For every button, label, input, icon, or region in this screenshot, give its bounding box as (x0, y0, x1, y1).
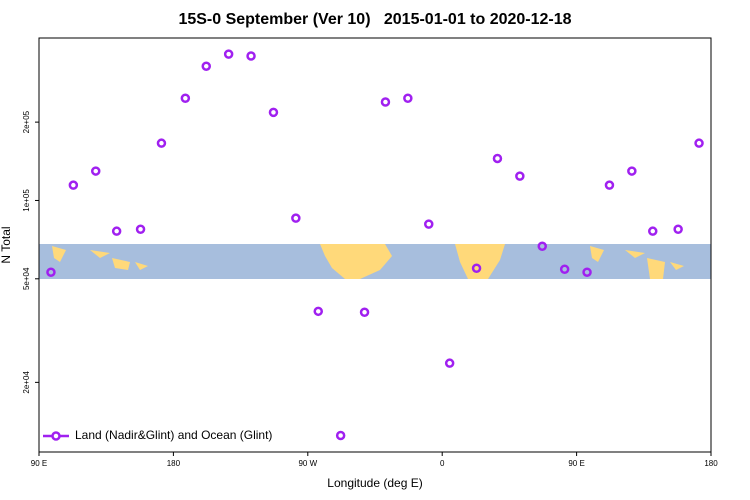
y-tick-label: 2e+04 (22, 371, 31, 394)
point (582, 267, 592, 277)
point (492, 153, 503, 164)
point (537, 241, 548, 251)
point (648, 226, 658, 236)
x-tick-label: 180 (167, 459, 181, 468)
point (515, 171, 525, 181)
point (604, 180, 615, 190)
legend-marker (51, 431, 61, 441)
point (559, 264, 570, 275)
point (156, 138, 167, 148)
x-tick-label: 90 W (298, 459, 317, 468)
point (223, 49, 234, 59)
point (246, 51, 256, 61)
point (201, 61, 212, 71)
point (359, 307, 370, 317)
point (313, 306, 324, 317)
y-tick-label: 5e+04 (22, 267, 31, 290)
point (380, 97, 391, 107)
point (424, 219, 434, 229)
point (135, 224, 146, 235)
point (403, 93, 413, 104)
point (68, 180, 79, 190)
point (335, 430, 346, 441)
point (268, 107, 279, 118)
point (627, 166, 637, 176)
point (180, 93, 191, 104)
point (471, 263, 482, 273)
y-axis-label: N Total (0, 226, 13, 263)
point (694, 138, 704, 148)
x-tick-label: 90 E (568, 459, 584, 468)
x-tick-label: 90 E (31, 459, 47, 468)
point (673, 224, 683, 235)
chart-title: 15S-0 September (Ver 10) 2015-01-01 to 2… (178, 11, 571, 28)
y-tick-label: 1e+05 (22, 189, 31, 212)
x-axis-label: Longitude (deg E) (327, 476, 422, 490)
point (444, 358, 455, 368)
point (46, 267, 56, 277)
x-tick-label: 0 (440, 459, 445, 468)
legend-label: Land (Nadir&Glint) and Ocean (Glint) (75, 428, 272, 442)
map-band (39, 244, 711, 279)
y-tick-label: 2e+05 (22, 110, 31, 133)
point (291, 213, 301, 223)
x-tick-label: 180 (704, 459, 718, 468)
point (90, 166, 101, 176)
plot-frame (38, 37, 712, 453)
point (111, 226, 122, 236)
